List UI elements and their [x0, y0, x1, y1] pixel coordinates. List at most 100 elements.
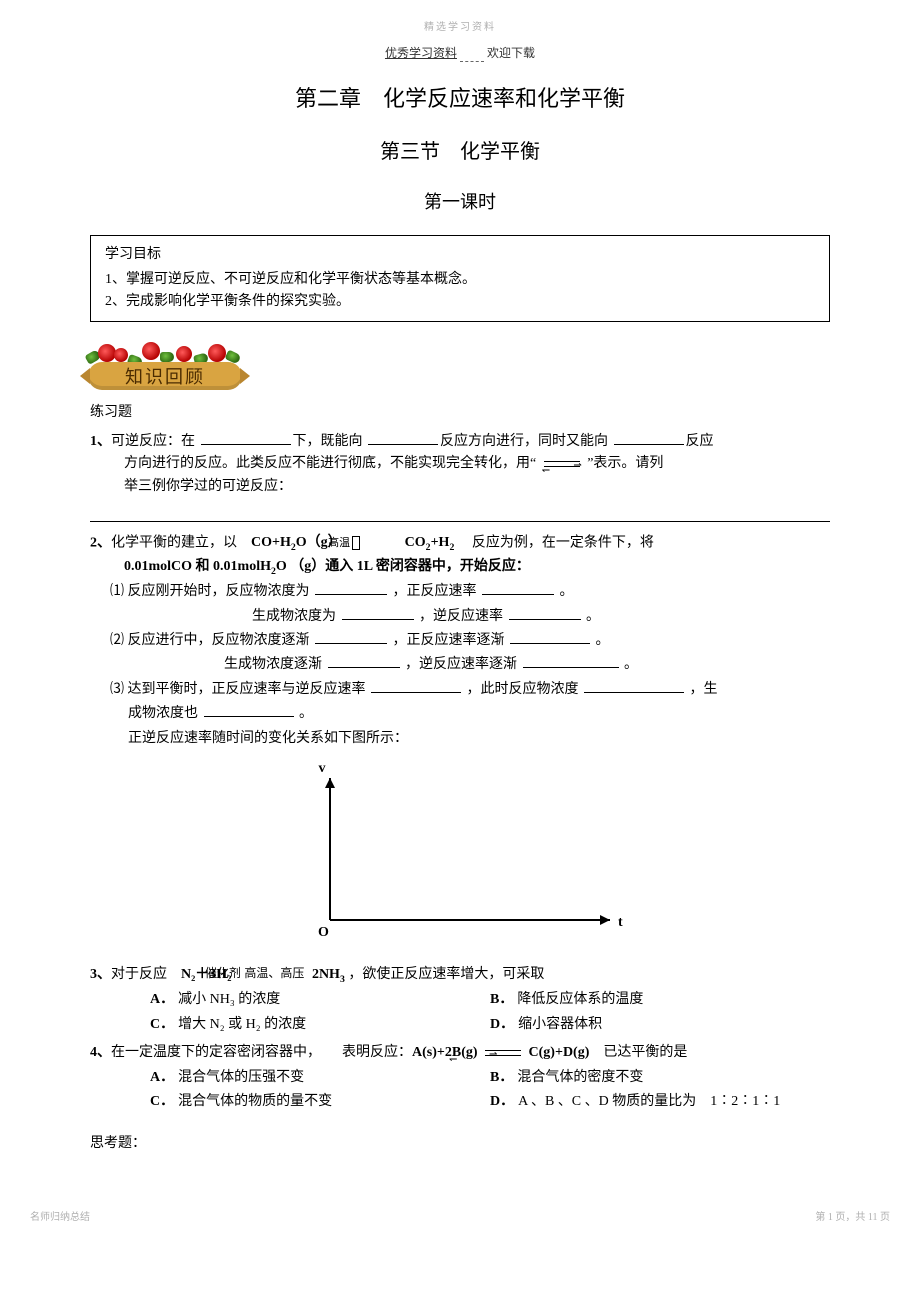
- q2-sublist: ⑴ 反应刚开始时，反应物浓度为 ，正反应速率 。 生成物浓度为 ，逆反应速率 。…: [110, 581, 830, 750]
- section-title: 第三节 化学平衡: [90, 136, 830, 168]
- watermark-top: 精选学习资料: [90, 20, 830, 36]
- sub-text: 。: [586, 609, 600, 624]
- q1-line2: 方向进行的反应。此类反应不能进行彻底，不能实现完全转化，用“ ⇀↽ ”表示。请列: [90, 453, 830, 475]
- condition-label: 高温: [352, 536, 360, 550]
- q3-text: ，欲使正反应速率增大，可采取: [345, 967, 545, 982]
- watermark-sub-left: 优秀学习资料: [385, 46, 457, 60]
- sub-text: ，此时反应物浓度: [467, 682, 579, 697]
- rate-vs-time-chart: v t O: [280, 760, 640, 950]
- q3-options-row: A．减小 NH₃ 的浓度 B．降低反应体系的温度: [150, 989, 830, 1011]
- practice-heading: 练习题: [90, 402, 830, 424]
- q2-text: 化学平衡的建立，以: [111, 535, 251, 550]
- q2-text: 0.01molCO 和 0.01molH: [124, 559, 271, 574]
- option-c[interactable]: C．混合气体的物质的量不变: [150, 1091, 490, 1113]
- x-axis-label: t: [618, 915, 623, 930]
- option-text: 缩小容器体积: [518, 1017, 602, 1032]
- sub-no: ⑵: [110, 633, 124, 648]
- question-4: 4、在一定温度下的定容密闭容器中， 表明反应：A(s)+2B(g) ⇀↽ C(g…: [90, 1042, 830, 1064]
- option-text: 混合气体的压强不变: [178, 1070, 304, 1085]
- option-a[interactable]: A．混合气体的压强不变: [150, 1067, 490, 1089]
- watermark-sub: 优秀学习资料 欢迎下载: [90, 44, 830, 63]
- blank-field[interactable]: [342, 606, 414, 620]
- sub-text: 。: [596, 633, 610, 648]
- q1-line3: 举三例你学过的可逆反应：: [90, 476, 830, 498]
- blank-field[interactable]: [510, 630, 590, 644]
- q4-options-row: C．混合气体的物质的量不变 D．A 、B 、C 、D 物质的量比为 1∶2∶1∶…: [150, 1091, 830, 1113]
- q4-options-row: A．混合气体的压强不变 B．混合气体的密度不变: [150, 1067, 830, 1089]
- blank-field[interactable]: [201, 431, 291, 445]
- q3-options-row: C．增大 N₂ 或 H₂ 的浓度 D．缩小容器体积: [150, 1014, 830, 1036]
- q4-eq-left: A(s)+2B(g): [412, 1045, 478, 1060]
- sub-text: 达到平衡时，正反应速率与逆反应速率: [128, 682, 366, 697]
- q2-number: 2、: [90, 535, 111, 550]
- blank-field[interactable]: [584, 679, 684, 693]
- q3-text: 对于反应: [111, 967, 181, 982]
- question-3: 3、对于反应 N₂＋3H₂ 催化剂 高温、高压 2NH3 ，欲使正反应速率增大，…: [90, 964, 830, 987]
- footer-left: 名师归纳总结: [30, 1210, 90, 1226]
- option-a[interactable]: A．减小 NH₃ 的浓度: [150, 989, 490, 1011]
- option-text: 混合气体的密度不变: [517, 1070, 643, 1085]
- lesson-title: 第一课时: [90, 188, 830, 217]
- sub-text: 生成物浓度为: [252, 609, 336, 624]
- blank-field[interactable]: [368, 431, 438, 445]
- q4-number: 4、: [90, 1045, 111, 1060]
- sub-text: ，生: [690, 682, 718, 697]
- sub-text: 反应进行中，反应物浓度逐渐: [128, 633, 310, 648]
- learning-goals-box: 学习目标 1、掌握可逆反应、不可逆反应和化学平衡状态等基本概念。 2、完成影响化…: [90, 235, 830, 322]
- condition-bottom: 高温、高压: [244, 966, 304, 980]
- blank-field[interactable]: [315, 581, 387, 595]
- option-c[interactable]: C．增大 N₂ 或 H₂ 的浓度: [150, 1014, 490, 1036]
- reaction-condition-icon: 高温: [345, 532, 401, 554]
- sub-text: ，正反应速率: [393, 584, 477, 599]
- sub-text: ，正反应速率逐渐: [393, 633, 505, 648]
- sub-text: 。: [624, 657, 638, 672]
- q3-number: 3、: [90, 967, 111, 982]
- q2-text: O （g）通入 1L 密闭容器中，开始反应：: [276, 559, 530, 574]
- sub-text: 反应刚开始时，反应物浓度为: [128, 584, 310, 599]
- q1-text: 反应方向进行，同时又能向: [440, 434, 612, 449]
- q4-text: 在一定温度下的定容密闭容器中， 表明反应：: [111, 1045, 412, 1060]
- q1-text: 可逆反应：在: [111, 434, 199, 449]
- reaction-condition-icon: 催化剂 高温、高压: [239, 967, 305, 982]
- q2-eq-right: CO2+H2: [405, 535, 455, 550]
- q2-chart-caption: 正逆反应速率随时间的变化关系如下图所示：: [110, 728, 830, 750]
- blank-field[interactable]: [204, 703, 294, 717]
- question-2: 2、化学平衡的建立，以 CO+H2O（g） 高温 CO2+H2 反应为例，在一定…: [90, 532, 830, 556]
- sub-text: 。: [299, 706, 313, 721]
- blank-field[interactable]: [371, 679, 461, 693]
- think-heading: 思考题：: [90, 1133, 830, 1155]
- q4-text: 已达平衡的是: [603, 1045, 687, 1060]
- q2-text: 反应为例，在一定条件下，将: [458, 535, 654, 550]
- option-text: 混合气体的物质的量不变: [178, 1094, 332, 1109]
- option-b[interactable]: B．降低反应体系的温度: [490, 989, 830, 1011]
- blank-field[interactable]: [614, 431, 684, 445]
- q1-text: 反应: [686, 434, 714, 449]
- goal-item: 2、完成影响化学平衡条件的探究实验。: [105, 291, 815, 313]
- option-text: A 、B 、C 、D 物质的量比为 1∶2∶1∶1: [518, 1094, 780, 1109]
- blank-field[interactable]: [482, 581, 554, 595]
- q1-number: 1、: [90, 434, 111, 449]
- sub-no: ⑶: [110, 682, 124, 697]
- option-text: 减小 NH₃ 的浓度: [178, 992, 280, 1007]
- option-d[interactable]: D．缩小容器体积: [490, 1014, 830, 1036]
- watermark-sub-right: 欢迎下载: [487, 46, 535, 60]
- sub-text: 。: [560, 584, 574, 599]
- answer-rule-line[interactable]: [90, 512, 830, 522]
- goal-item: 1、掌握可逆反应、不可逆反应和化学平衡状态等基本概念。: [105, 269, 815, 291]
- q4-eq-right: C(g)+D(g): [529, 1045, 590, 1060]
- goals-heading: 学习目标: [105, 244, 815, 266]
- equilibrium-arrow-icon: ⇀↽: [481, 1046, 525, 1060]
- option-b[interactable]: B．混合气体的密度不变: [490, 1067, 830, 1089]
- blank-field[interactable]: [328, 654, 400, 668]
- blank-field[interactable]: [509, 606, 581, 620]
- banner-label: 知识回顾: [80, 363, 250, 392]
- q3-rhs: 2NH3: [312, 967, 345, 982]
- blank-field[interactable]: [315, 630, 387, 644]
- sub-text: ，逆反应速率逐渐: [405, 657, 517, 672]
- y-axis-label: v: [319, 761, 326, 776]
- footer-right: 第 1 页，共 11 页: [815, 1210, 890, 1226]
- blank-field[interactable]: [523, 654, 619, 668]
- sub-no: ⑴: [110, 584, 124, 599]
- sub-text: 成物浓度也: [128, 706, 198, 721]
- option-d[interactable]: D．A 、B 、C 、D 物质的量比为 1∶2∶1∶1: [490, 1091, 830, 1113]
